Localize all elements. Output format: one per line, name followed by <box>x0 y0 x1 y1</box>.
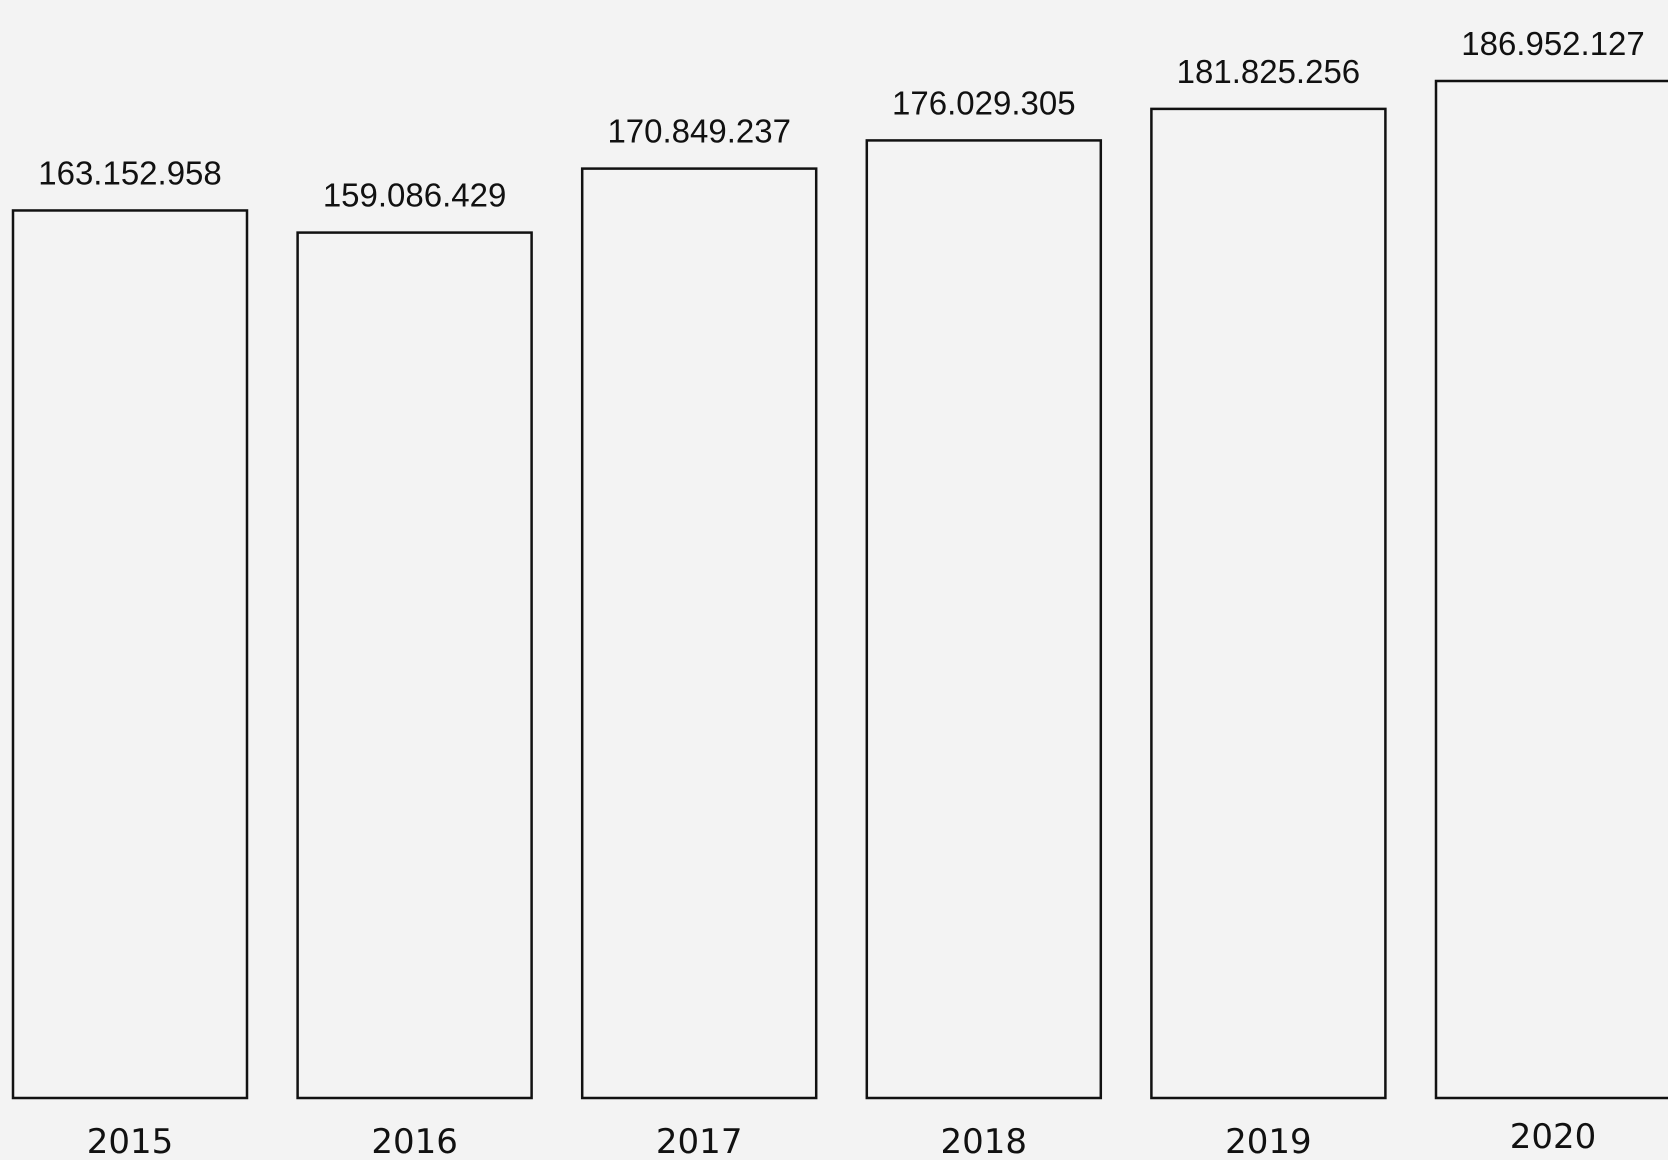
value-label-2017: 170.849.237 <box>607 113 791 150</box>
bars-group <box>11 79 1668 1100</box>
x-tick-label-2016: 2016 <box>371 1122 458 1160</box>
x-tick-labels-group: 2015 2016 2017 2018 2019 2020 <box>87 1117 1597 1160</box>
value-label-2020: 186.952.127 <box>1461 25 1645 62</box>
bar-2018 <box>865 139 1103 1100</box>
value-labels-group: 163.152.958 159.086.429 170.849.237 176.029… <box>38 25 1645 214</box>
bar-2020 <box>1434 79 1668 1100</box>
x-tick-label-2017: 2017 <box>656 1122 743 1160</box>
value-label-2018: 176.029.305 <box>892 84 1076 121</box>
value-label-2016: 159.086.429 <box>323 177 507 214</box>
bar-2015 <box>11 209 249 1100</box>
value-label-2019: 181.825.256 <box>1177 53 1361 90</box>
value-label-2015: 163.152.958 <box>38 154 222 191</box>
x-tick-label-2019: 2019 <box>1225 1122 1312 1160</box>
bar-2019 <box>1150 107 1387 1100</box>
bar-2016 <box>296 231 533 1100</box>
bar-2017 <box>580 167 818 1100</box>
x-tick-label-2015: 2015 <box>87 1122 174 1160</box>
x-tick-label-2020: 2020 <box>1510 1117 1597 1157</box>
x-tick-label-2018: 2018 <box>941 1122 1028 1160</box>
